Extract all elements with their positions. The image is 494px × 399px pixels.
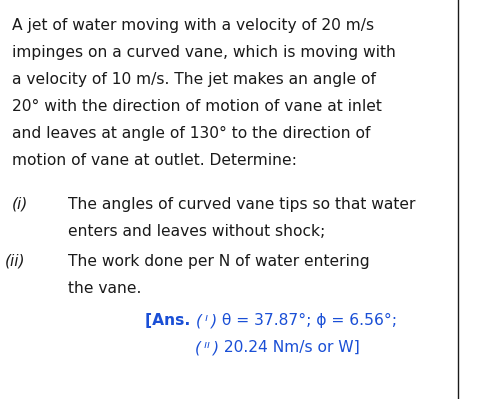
Text: impinges on a curved vane, which is moving with: impinges on a curved vane, which is movi… <box>12 45 396 60</box>
Text: 20° with the direction of motion of vane at inlet: 20° with the direction of motion of vane… <box>12 99 382 114</box>
Text: a velocity of 10 m/s. The jet makes an angle of: a velocity of 10 m/s. The jet makes an a… <box>12 72 376 87</box>
Text: the vane.: the vane. <box>68 281 141 296</box>
Text: [Ans.: [Ans. <box>145 313 196 328</box>
Text: θ = 37.87°; ϕ = 6.56°;: θ = 37.87°; ϕ = 6.56°; <box>217 313 397 328</box>
Text: enters and leaves without shock;: enters and leaves without shock; <box>68 224 325 239</box>
Text: ( ᴵ ): ( ᴵ ) <box>196 313 217 328</box>
Text: The work done per N of water entering: The work done per N of water entering <box>68 254 370 269</box>
Text: motion of vane at outlet. Determine:: motion of vane at outlet. Determine: <box>12 154 297 168</box>
Text: A jet of water moving with a velocity of 20 m/s: A jet of water moving with a velocity of… <box>12 18 374 33</box>
Text: 20.24 Nm/s or W]: 20.24 Nm/s or W] <box>219 340 360 355</box>
Text: ( ᴵᴵ ): ( ᴵᴵ ) <box>195 340 219 355</box>
Text: (ii): (ii) <box>5 254 26 269</box>
Text: and leaves at angle of 130° to the direction of: and leaves at angle of 130° to the direc… <box>12 126 370 141</box>
Text: The angles of curved vane tips so that water: The angles of curved vane tips so that w… <box>68 197 415 212</box>
Text: (i): (i) <box>12 197 28 212</box>
